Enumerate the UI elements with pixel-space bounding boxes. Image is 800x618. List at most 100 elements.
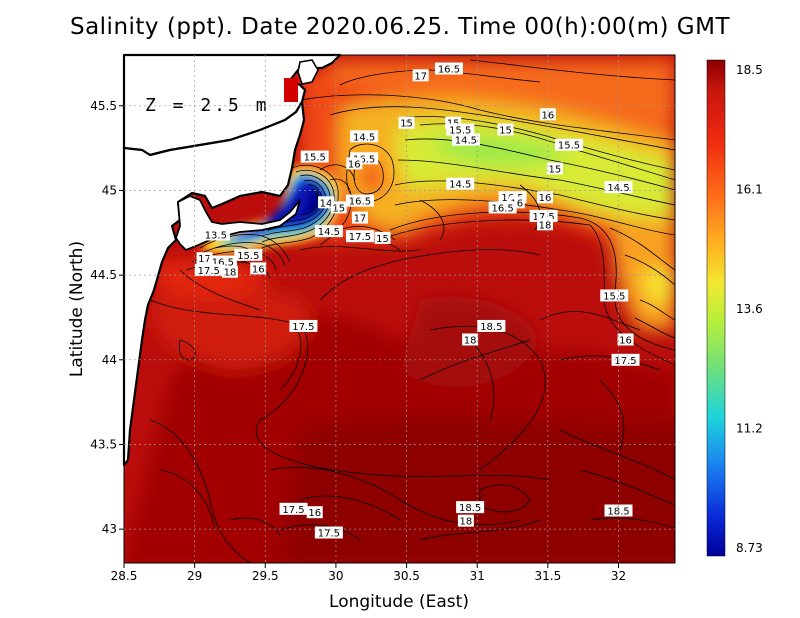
contour-label: 17.5: [345, 230, 374, 243]
y-tick-label: 44.5: [90, 268, 117, 282]
contour-label-text: 15.5: [449, 126, 471, 137]
contour-label: 15.5: [555, 138, 584, 152]
contour-label-bg: [351, 211, 368, 224]
contour-label-text: 17.5: [614, 356, 636, 367]
contour-label-text: 18.5: [607, 507, 629, 518]
contour-label: 15.5: [300, 150, 329, 164]
contour-label-text: 15: [400, 119, 413, 130]
gridlines: [124, 55, 675, 563]
contour-label: 17.5: [314, 526, 343, 540]
contour-label-text: 17: [354, 214, 367, 225]
contour-label-bg: [462, 333, 479, 346]
contour-label: 17.5: [279, 502, 308, 516]
contour-label-text: 14.5: [607, 183, 629, 194]
contour-label: 18: [457, 514, 474, 528]
contour-label: 14.5: [451, 133, 480, 147]
map-title: Salinity (ppt). Date 2020.06.25. Time 00…: [69, 14, 731, 40]
field-blobs: [124, 58, 675, 563]
contour-label-text: 17.5: [282, 505, 304, 516]
contour-label-text: 15: [499, 126, 512, 137]
contour-label-text: 15.5: [304, 153, 326, 164]
contour-lines: [149, 59, 675, 563]
contour-label-bg: [488, 201, 517, 214]
contour-label: 15: [398, 116, 415, 130]
contour-label-text: 16.5: [438, 65, 460, 76]
contour-label: 16.5: [345, 194, 374, 208]
y-axis-label: Latitude (North): [67, 241, 87, 377]
contour-label-text: 16: [619, 335, 632, 346]
contour-label-text: 17.5: [318, 529, 340, 540]
colorbar-tick-label: 11.2: [736, 422, 763, 436]
contour-label-bg: [374, 231, 391, 244]
contour-label: 15: [374, 231, 391, 245]
contour-label: 15: [330, 201, 347, 214]
contour-label-text: 17: [198, 254, 211, 265]
contour-label: 15.5: [446, 123, 475, 137]
contour-label-bg: [300, 150, 329, 163]
contour-label: 16.5: [434, 62, 463, 76]
contour-label: 16: [306, 506, 323, 519]
contour-label-text: 18.5: [459, 503, 481, 514]
contour-label-text: 17.5: [292, 322, 314, 333]
contour-label-text: 17.5: [349, 232, 371, 243]
contour-label-text: 15: [549, 164, 562, 175]
contour-label-bg: [289, 319, 318, 332]
contour-label: 18: [537, 218, 554, 231]
contour-label-text: 18.5: [480, 322, 502, 333]
contour-label: 16: [346, 157, 363, 170]
contour-label-text: 16: [539, 193, 552, 204]
contour-labels: 16.51716151515.51514.514.515.515.516.516…: [194, 62, 640, 540]
contour-label: 14.5: [314, 225, 343, 238]
contour-label-text: 18: [539, 220, 552, 231]
contour-label-text: 15.5: [603, 291, 625, 302]
contour-label-text: 16.5: [492, 203, 514, 214]
contour-label-text: 16.5: [353, 154, 375, 165]
contour-label-text: 15: [332, 203, 345, 214]
contour-label-bg: [555, 138, 584, 151]
contour-label: 15.5: [600, 289, 629, 302]
contour-label: 16: [250, 262, 267, 275]
contour-label-bg: [617, 333, 634, 346]
contour-label: 14.5: [446, 177, 475, 191]
contour-label-text: 14: [320, 198, 333, 209]
contour-label-bg: [600, 289, 629, 302]
colorbar-ramp: [706, 59, 726, 557]
contour-label-bg: [314, 225, 343, 238]
contour-label: 13.5: [201, 228, 230, 241]
contour-label: 16: [617, 333, 634, 346]
contour-label-bg: [196, 252, 213, 265]
y-tick-label: 43.5: [90, 437, 117, 451]
contour-label-bg: [234, 248, 263, 261]
x-tick-label: 30: [328, 569, 343, 583]
contour-label-text: 13.5: [205, 230, 227, 241]
colorbar-tick-label: 18.5: [736, 63, 763, 77]
contour-label: 14.5: [604, 181, 633, 194]
contour-label-bg: [330, 201, 347, 214]
contour-label: 18: [462, 333, 479, 346]
contour-label-bg: [604, 181, 633, 194]
colorbar-tick-label: 16.1: [736, 183, 763, 197]
contour-label: 17: [351, 211, 368, 225]
y-tick-label: 44: [102, 353, 117, 367]
contour-label-text: 16: [510, 198, 523, 209]
contour-label-text: 15.5: [558, 141, 580, 152]
contour-label-bg: [537, 191, 554, 204]
colorbar-tick-label: 13.6: [736, 302, 763, 316]
contour-label-bg: [412, 69, 429, 82]
x-tick-label: 32: [611, 569, 626, 583]
y-tick-label: 45: [102, 183, 117, 197]
plot-frame: [123, 54, 676, 564]
contour-label-text: 18: [460, 517, 473, 528]
contour-label: 14: [318, 196, 335, 209]
contour-label-bg: [546, 162, 563, 175]
contour-label-text: 14.5: [455, 136, 477, 147]
contour-label: 17: [412, 69, 429, 82]
contour-label-bg: [306, 506, 323, 519]
contour-label-text: 16: [348, 159, 361, 170]
x-tick-label: 29: [187, 569, 202, 583]
contour-label-text: 16.5: [349, 197, 371, 208]
contour-label-text: 17.5: [532, 212, 554, 223]
contour-label-text: 17: [414, 71, 427, 82]
colorbar-tick-label: 8.73: [736, 541, 763, 555]
